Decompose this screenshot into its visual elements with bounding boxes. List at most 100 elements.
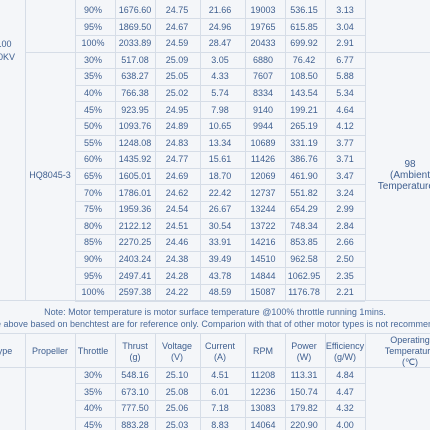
cell: 2270.25 [118,237,152,248]
row-line [75,18,365,20]
cell: 8334 [252,88,274,98]
cell: 265.19 [290,121,318,132]
row-line [75,184,365,186]
cell: 14844 [250,270,276,281]
cell: 5.74 [211,88,229,98]
column-line [365,333,366,430]
cell: 26.67 [208,204,232,215]
cell: 13244 [250,204,276,215]
cell: 24.69 [165,171,189,181]
column-line [245,333,246,430]
cell: 748.34 [290,220,318,231]
cell: 24.83 [165,137,189,148]
cell: 10689 [250,137,276,148]
cell: 2.66 [336,237,354,248]
row-line [25,51,430,53]
cell: 24.89 [165,121,189,132]
cell: 1062.95 [287,270,321,281]
column-line [245,0,246,300]
cell: 13.34 [208,137,232,148]
row-line [75,234,365,236]
row-line [75,200,365,202]
cell: 12737 [250,187,276,198]
cell: 28.47 [208,38,232,49]
column-line [75,333,76,430]
header-cell: Thrust [122,340,148,351]
cell: 777.50 [121,403,149,414]
cell: 13722 [250,220,276,231]
cell: 50% [83,121,103,132]
cell: 55% [83,137,103,148]
row-line [75,283,365,285]
row-line [75,134,365,136]
column-line [365,0,366,300]
cell: 24.75 [165,5,189,15]
column-line [155,0,156,300]
cell: 24.62 [165,187,189,198]
cell: 45% [83,420,103,430]
cell: 24.22 [165,287,189,298]
cell: 24.67 [165,21,189,32]
cell: 95% [83,270,103,281]
cell: 1435.92 [118,154,152,165]
cell: 30% [83,370,103,380]
cell: 12069 [250,171,276,181]
cell: 30.54 [208,220,232,231]
cell: 24.96 [208,21,232,32]
cell: 65% [83,171,103,181]
cell: 95% [83,21,103,32]
cell: 3.04 [336,21,354,32]
cell: 3.13 [336,5,354,15]
column-line [25,0,26,300]
cell: 3.05 [211,54,229,65]
cell: 45% [83,104,103,115]
header-cell: Throttle [77,346,109,356]
cell: 5.34 [336,88,354,98]
cell: 2.21 [336,287,354,298]
cell: 4.32 [336,403,354,414]
column-line [325,0,326,300]
cell: 33.91 [208,237,232,248]
cell: 11426 [250,154,276,165]
header-cell: (A) [214,351,226,362]
header-cell: RPM [253,346,273,356]
cell: 40% [83,88,103,98]
row-line [75,300,365,302]
row-line [0,333,430,334]
row-line [75,151,365,153]
cell: 24.38 [165,254,189,264]
cell: 25.02 [165,88,189,98]
cell: 24.28 [165,270,189,281]
cell: 22.42 [208,187,232,198]
cell: 179.82 [290,403,318,414]
row-line [75,167,365,169]
cell: 1605.01 [118,171,152,181]
cell: 30% [83,54,103,65]
cell: 15.61 [208,154,232,165]
cell: 12236 [250,386,276,397]
cell: 6.77 [336,54,354,65]
temperature-label: 98 [404,159,416,170]
cell: 9140 [252,104,274,115]
header-cell: (g/W) [334,351,356,362]
column-line [200,0,201,300]
cell: 21.66 [208,5,232,15]
cell: 199.21 [290,104,318,115]
cell: 25.08 [165,386,189,397]
cell: 1869.50 [118,21,152,32]
cell: 75% [83,204,103,215]
column-line [25,333,26,430]
cell: 1676.60 [118,5,152,15]
cell: 1786.01 [118,187,152,198]
cell: 4.64 [336,104,354,115]
cell: 331.19 [290,137,318,148]
cell: 853.85 [290,237,318,248]
cell: 90% [83,254,103,264]
header-cell: (℃) [401,357,419,367]
row-line [75,217,365,219]
cell: 25.10 [165,370,189,380]
cell: 4.84 [336,370,354,380]
cell: 25.09 [165,54,189,65]
cell: 39.49 [208,254,232,264]
cell: 108.50 [290,71,318,82]
